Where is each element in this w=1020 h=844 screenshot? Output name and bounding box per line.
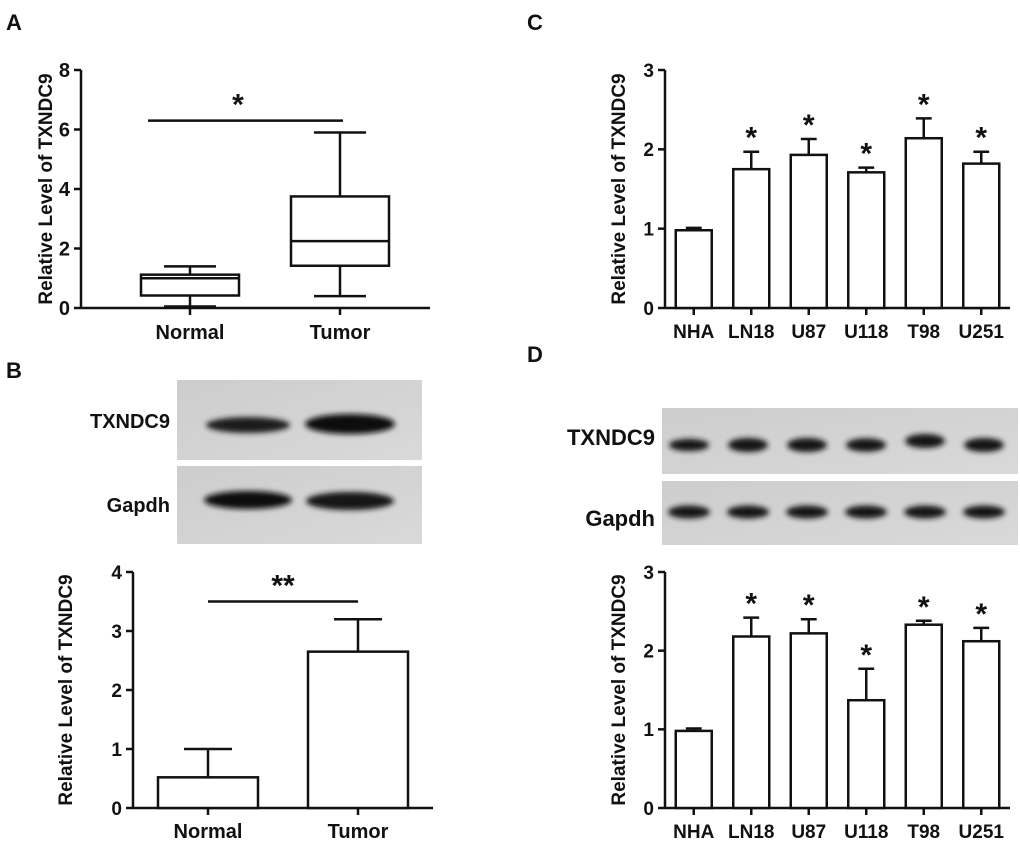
bar xyxy=(674,229,713,310)
x-tick-label: NHA xyxy=(673,322,714,343)
significance-star: * xyxy=(803,589,815,622)
x-tick-label: LN18 xyxy=(728,822,774,843)
panel-b-bar-chart: 0 1 2 3 4 Relative Level of TXNDC9 Normal Tumor… xyxy=(56,563,433,843)
x-tick-label: Tumor xyxy=(310,322,371,344)
panel-label-c: C xyxy=(527,10,543,35)
y-tick-label: 3 xyxy=(111,622,122,643)
significance-star: * xyxy=(745,588,757,621)
y-tick-label: 1 xyxy=(643,220,654,241)
panel-label-d: D xyxy=(527,342,543,367)
y-tick-label: 1 xyxy=(111,740,122,761)
bar xyxy=(789,153,828,310)
y-axis-label: Relative Level of TXNDC9 xyxy=(56,574,77,805)
y-axis-label: Relative Level of TXNDC9 xyxy=(36,73,57,304)
box xyxy=(289,195,391,268)
blot-band xyxy=(787,438,827,452)
blot-band xyxy=(669,438,709,452)
blot-b-row-label-txndc9: TXNDC9 xyxy=(90,411,170,433)
blot-band xyxy=(786,505,828,519)
significance-star: * xyxy=(860,138,872,171)
bar xyxy=(674,729,713,810)
significance-label: * xyxy=(232,89,244,122)
blot-b-row-label-gapdh: Gapdh xyxy=(107,495,170,517)
bar xyxy=(789,632,828,810)
y-tick-label: 1 xyxy=(643,720,654,741)
blot-band xyxy=(846,438,886,452)
blot-band xyxy=(963,505,1005,519)
blot-d: TXNDC9 Gapdh xyxy=(567,408,1018,545)
significance-star: * xyxy=(803,109,815,142)
x-tick-label: U87 xyxy=(791,822,826,843)
significance-star: * xyxy=(745,122,757,155)
x-tick-label: Tumor xyxy=(328,821,389,843)
blot-d-strip-gapdh xyxy=(662,481,1018,545)
bar xyxy=(904,136,943,310)
y-tick-label: 4 xyxy=(111,563,122,584)
x-tick-label: U118 xyxy=(844,822,888,843)
bar xyxy=(156,776,260,810)
significance-star: * xyxy=(918,88,930,121)
x-tick-label: NHA xyxy=(673,822,714,843)
bar xyxy=(904,623,943,810)
x-tick-label: T98 xyxy=(907,322,940,343)
blot-band xyxy=(727,505,769,519)
y-tick-label: 2 xyxy=(111,681,122,702)
y-tick-label: 2 xyxy=(643,140,654,161)
blot-d-row-label-gapdh: Gapdh xyxy=(585,506,655,531)
significance-star: * xyxy=(975,598,987,631)
blot-d-strip-txndc9 xyxy=(662,408,1018,474)
y-tick-label: 3 xyxy=(643,61,654,82)
y-tick-label: 0 xyxy=(59,298,70,320)
y-tick-label: 2 xyxy=(643,642,654,663)
x-tick-label: U87 xyxy=(791,322,826,343)
blot-b: TXNDC9 Gapdh xyxy=(90,380,422,544)
significance-star: * xyxy=(860,639,872,672)
blot-band xyxy=(904,505,946,519)
blot-band xyxy=(306,492,394,510)
blot-band xyxy=(964,438,1004,452)
x-tick-label: Normal xyxy=(174,821,243,843)
blot-band xyxy=(206,417,290,433)
blot-band xyxy=(905,434,945,448)
bar xyxy=(962,162,1001,310)
blot-band xyxy=(668,505,710,519)
blot-band xyxy=(728,438,768,452)
bar xyxy=(732,635,771,810)
panel-c-bar-chart: 0 1 2 3 Relative Level of TXNDC9 NHA LN18 U87 U1… xyxy=(609,61,1010,343)
y-tick-label: 8 xyxy=(59,60,70,82)
significance-star: * xyxy=(918,591,930,624)
blot-d-row-label-txndc9: TXNDC9 xyxy=(567,425,655,450)
x-tick-label: Normal xyxy=(156,322,225,344)
y-tick-label: 4 xyxy=(59,179,71,201)
panel-d-bar-chart: 0 1 2 3 Relative Level of TXNDC9 NHA LN18 U87 U1… xyxy=(609,563,1010,843)
x-tick-label: LN18 xyxy=(728,322,774,343)
blot-band xyxy=(845,505,887,519)
bar xyxy=(962,639,1001,810)
y-tick-label: 6 xyxy=(59,120,70,142)
y-tick-label: 0 xyxy=(643,299,654,320)
bar xyxy=(732,167,771,310)
significance-star: * xyxy=(975,122,987,155)
x-tick-label: U251 xyxy=(959,322,1005,343)
bar xyxy=(847,698,886,810)
bar xyxy=(847,171,886,310)
panel-label-a: A xyxy=(6,10,22,35)
y-tick-label: 3 xyxy=(643,563,654,584)
y-tick-label: 2 xyxy=(59,239,70,261)
y-tick-label: 0 xyxy=(111,799,122,820)
panel-label-b: B xyxy=(6,358,22,383)
blot-band xyxy=(204,491,292,509)
bar xyxy=(306,650,410,810)
y-axis-label: Relative Level of TXNDC9 xyxy=(609,574,630,805)
x-tick-label: U118 xyxy=(844,322,888,343)
blot-band xyxy=(305,414,395,434)
y-tick-label: 0 xyxy=(643,799,654,820)
significance-label: ** xyxy=(271,570,295,603)
y-axis-label: Relative Level of TXNDC9 xyxy=(609,73,630,304)
x-tick-label: U251 xyxy=(959,822,1005,843)
box xyxy=(139,273,241,297)
x-tick-label: T98 xyxy=(907,822,940,843)
